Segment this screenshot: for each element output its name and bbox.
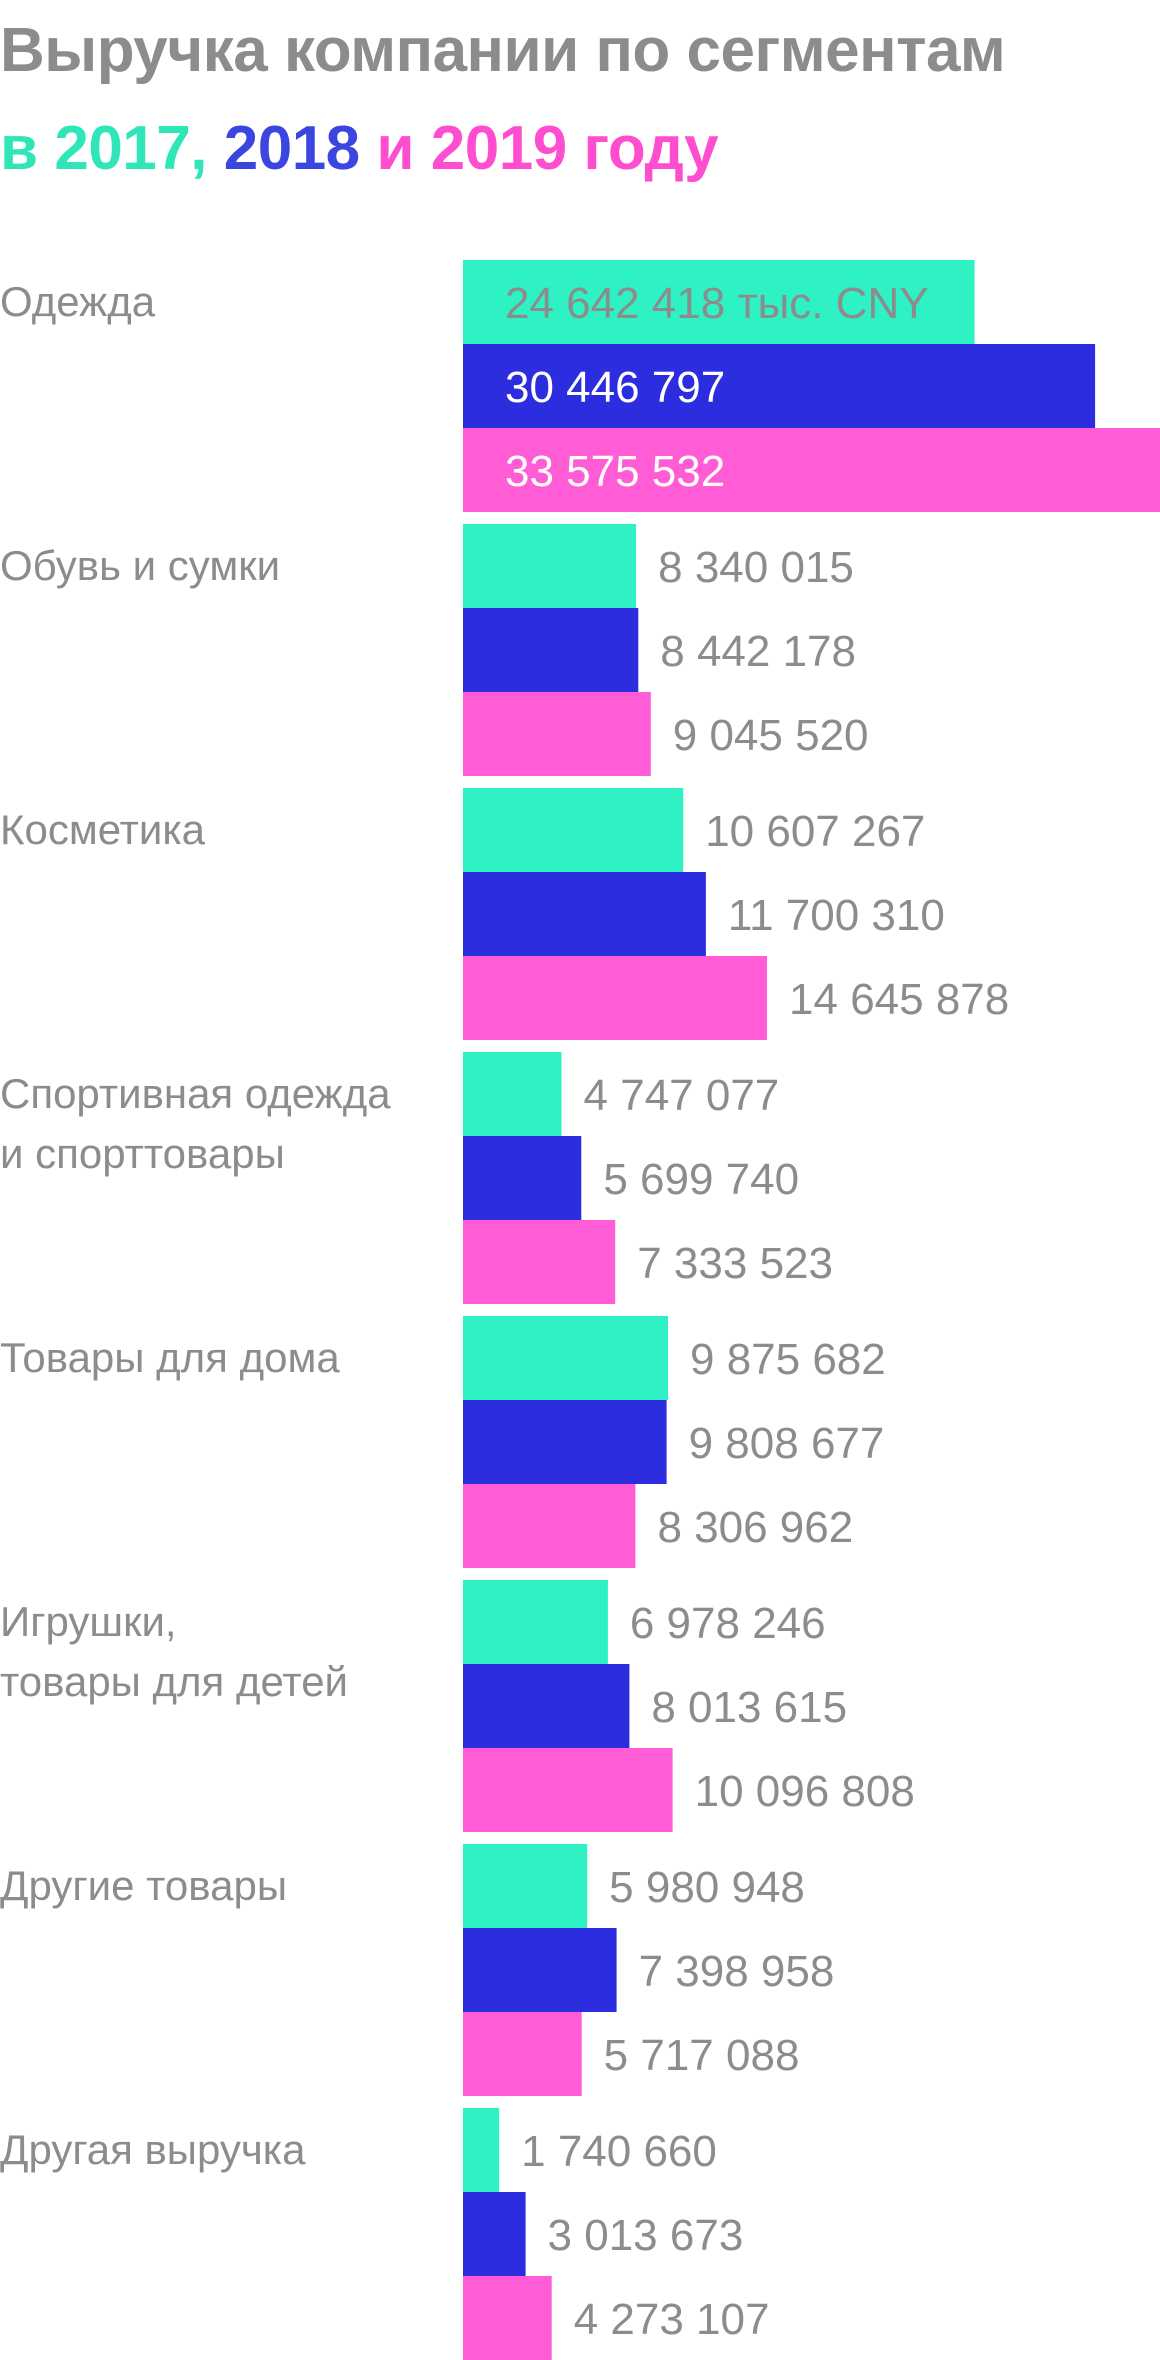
bar-2018 — [463, 2192, 526, 2276]
bar-2017 — [463, 1052, 562, 1136]
bar-2018 — [463, 1400, 667, 1484]
value-label-2017: 8 340 015 — [658, 543, 854, 592]
bar-2019 — [463, 1748, 673, 1832]
category-label: Косметика — [0, 806, 206, 853]
chart-subtitle: в 2017, 2018 и 2019 году — [0, 118, 719, 180]
bar-2018 — [463, 608, 639, 692]
bar-2017 — [463, 524, 637, 608]
value-label-2017: 24 642 418 тыс. CNY — [505, 279, 929, 328]
value-label-2019: 7 333 523 — [637, 1239, 833, 1288]
value-label-2017: 10 607 267 — [705, 807, 925, 856]
subtitle-year-2018: 2018 — [223, 114, 360, 183]
bar-2019 — [463, 2276, 552, 2360]
value-label-2018: 8 013 615 — [651, 1683, 847, 1732]
bar-2019 — [463, 956, 767, 1040]
subtitle-prefix: в — [0, 114, 55, 183]
bar-2019 — [463, 2012, 582, 2096]
subtitle-year-2017: 2017, — [54, 114, 207, 183]
value-label-2018: 3 013 673 — [548, 2211, 744, 2260]
value-label-2017: 4 747 077 — [584, 1071, 780, 1120]
value-label-2019: 5 717 088 — [604, 2031, 800, 2080]
value-label-2019: 8 306 962 — [657, 1503, 853, 1552]
bar-2017 — [463, 788, 684, 872]
bar-2018 — [463, 344, 1096, 428]
value-label-2019: 10 096 808 — [695, 1767, 915, 1816]
category-label: товары для детей — [0, 1658, 348, 1705]
value-label-2019: 4 273 107 — [574, 2295, 770, 2344]
category-label: Другие товары — [0, 1862, 287, 1909]
value-label-2018: 5 699 740 — [603, 1155, 799, 1204]
value-label-2018: 11 700 310 — [728, 891, 945, 940]
value-label-2017: 9 875 682 — [690, 1335, 886, 1384]
category-label: Игрушки, — [0, 1598, 177, 1645]
bar-2018 — [463, 1664, 630, 1748]
category-label: и спорттовары — [0, 1130, 285, 1177]
value-label-2018: 9 808 677 — [689, 1419, 885, 1468]
value-label-2019: 33 575 532 — [505, 447, 725, 496]
bar-2018 — [463, 1928, 617, 2012]
value-label-2017: 5 980 948 — [609, 1863, 805, 1912]
value-label-2017: 1 740 660 — [521, 2127, 717, 2176]
bar-2018 — [463, 872, 706, 956]
bar-2017 — [463, 1316, 668, 1400]
subtitle-middle: и — [359, 114, 431, 183]
chart-title: Выручка компании по сегментам — [0, 16, 1006, 85]
value-label-2019: 9 045 520 — [673, 711, 869, 760]
bar-2017 — [463, 260, 975, 344]
bar-2017 — [463, 1844, 588, 1928]
category-label: Товары для дома — [0, 1334, 340, 1381]
bar-2019 — [463, 1220, 616, 1304]
category-label: Спортивная одежда — [0, 1070, 391, 1117]
bar-2019 — [463, 1484, 636, 1568]
value-label-2018: 7 398 958 — [639, 1947, 835, 1996]
category-label: Обувь и сумки — [0, 542, 280, 589]
bar-2019 — [463, 692, 651, 776]
category-label: Другая выручка — [0, 2126, 306, 2173]
value-label-2017: 6 978 246 — [630, 1599, 826, 1648]
bar-2017 — [463, 1580, 608, 1664]
value-label-2018: 8 442 178 — [660, 627, 856, 676]
bar-2019 — [463, 428, 1160, 512]
subtitle-year-2019: 2019 году — [430, 114, 719, 183]
category-label: Одежда — [0, 278, 156, 325]
bar-2017 — [463, 2108, 500, 2192]
value-label-2019: 14 645 878 — [789, 975, 1009, 1024]
value-label-2018: 30 446 797 — [505, 363, 725, 412]
bar-2018 — [463, 1136, 582, 1220]
